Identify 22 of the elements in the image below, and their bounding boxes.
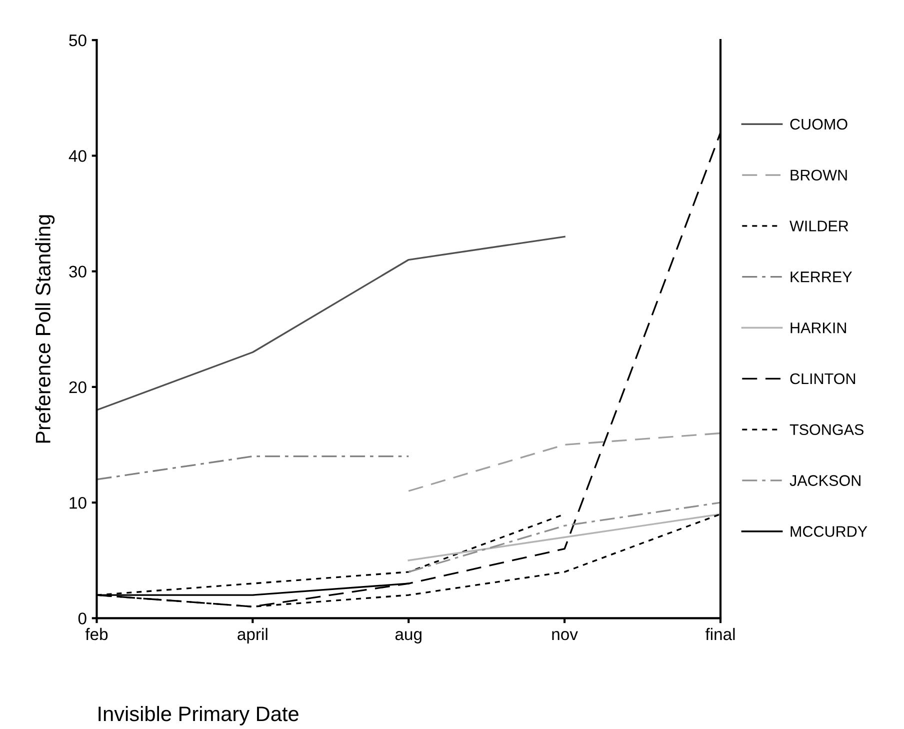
y-tick-label: 20 (69, 381, 86, 394)
x-axis-title: Invisible Primary Date (98, 706, 298, 726)
y-tick-label: 30 (69, 266, 86, 278)
y-tick-label: 40 (68, 150, 86, 162)
legend-label: MCCURDY (790, 526, 868, 537)
legend-label: JACKSON (790, 475, 860, 486)
y-tick-label: 10 (70, 496, 86, 509)
legend-label: BROWN (790, 170, 847, 181)
y-tick-label: 0 (78, 612, 86, 624)
legend-label: WILDER (790, 220, 848, 232)
legend-label: KERREY (790, 272, 852, 282)
legend-label: TSONGAS (790, 424, 864, 436)
x-tick-label: feb (85, 628, 108, 640)
x-tick-label: aug (395, 631, 422, 644)
x-tick-label: april (238, 628, 268, 644)
legend-label: CUOMO (790, 118, 848, 130)
legend-label: CLINTON (790, 373, 856, 384)
y-tick-label: 50 (69, 34, 86, 46)
x-tick-label: nov (552, 631, 578, 640)
x-tick-label: final (705, 628, 735, 640)
legend-label: HARKIN (790, 322, 846, 334)
y-axis-title: Preference Poll Standing (35, 215, 55, 443)
